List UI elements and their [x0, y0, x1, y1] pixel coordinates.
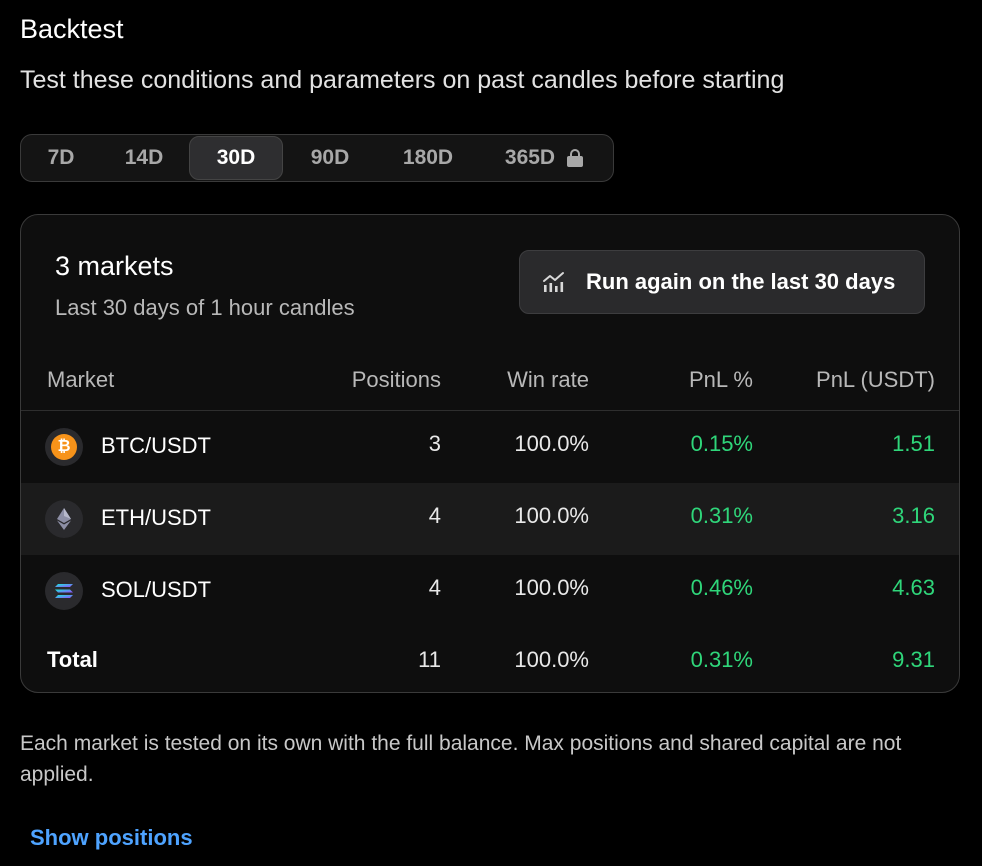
tab-365d[interactable]: 365D: [479, 136, 609, 180]
tab-label: 30D: [216, 146, 256, 169]
column-header-market: Market: [47, 367, 115, 392]
market-name: ETH/USDT: [101, 505, 211, 530]
range-selector: 7D 14D 30D 90D 180D 365D: [20, 134, 614, 182]
pnl-usdt-value: 4.63: [892, 575, 935, 600]
positions-value: 4: [428, 503, 441, 528]
table-row: SOL/USDT 4 100.0% 0.46% 4.63: [21, 555, 959, 627]
candles-description: Last 30 days of 1 hour candles: [55, 295, 355, 320]
pnl-pct-total: 0.31%: [690, 647, 753, 672]
tab-label: 14D: [124, 146, 164, 169]
tab-label: 90D: [310, 146, 350, 169]
run-again-label: Run again on the last 30 days: [586, 269, 896, 294]
tab-90d[interactable]: 90D: [283, 136, 377, 180]
table-row: ₿ BTC/USDT 3 100.0% 0.15% 1.51: [21, 411, 959, 483]
tab-180d[interactable]: 180D: [377, 136, 479, 180]
column-header-pnl-usdt: PnL (USDT): [816, 367, 935, 392]
tab-label: 180D: [402, 146, 454, 169]
pnl-pct-value: 0.15%: [690, 431, 753, 456]
positions-total: 11: [418, 647, 441, 672]
pnl-usdt-value: 1.51: [892, 431, 935, 456]
tab-label: 365D: [504, 146, 556, 169]
column-header-positions: Positions: [351, 367, 441, 392]
tab-7d[interactable]: 7D: [23, 136, 99, 180]
pnl-pct-value: 0.46%: [690, 575, 753, 600]
tab-30d[interactable]: 30D: [189, 136, 283, 180]
footnote: Each market is tested on its own with th…: [20, 732, 902, 786]
win-rate-value: 100.0%: [514, 575, 589, 600]
tab-label: 7D: [47, 146, 75, 169]
table-total-row: Total 11 100.0% 0.31% 9.31: [21, 627, 959, 692]
table-header: Market Positions Win rate PnL % PnL (USD…: [21, 353, 959, 411]
column-header-pnl-pct: PnL %: [688, 367, 753, 392]
win-rate-value: 100.0%: [514, 503, 589, 528]
run-again-button[interactable]: Run again on the last 30 days: [519, 250, 925, 314]
win-rate-total: 100.0%: [514, 647, 589, 672]
positions-value: 3: [428, 431, 441, 456]
total-label: Total: [47, 647, 98, 672]
positions-value: 4: [428, 575, 441, 600]
market-name: SOL/USDT: [101, 577, 212, 602]
win-rate-value: 100.0%: [514, 431, 589, 456]
pnl-pct-value: 0.31%: [690, 503, 753, 528]
market-name: BTC/USDT: [101, 433, 211, 458]
markets-count: 3 markets: [55, 251, 174, 281]
bitcoin-icon: ₿: [45, 428, 83, 466]
ethereum-icon: [45, 500, 83, 538]
page-title: Backtest: [20, 14, 124, 44]
column-header-win-rate: Win rate: [507, 367, 589, 392]
page-subtitle: Test these conditions and parameters on …: [20, 66, 785, 94]
chart-icon: [543, 272, 564, 292]
tab-14d[interactable]: 14D: [99, 136, 189, 180]
backtest-results-card: 3 markets Last 30 days of 1 hour candles…: [20, 214, 960, 693]
lock-icon: [567, 149, 584, 167]
solana-icon: [45, 572, 83, 610]
table-row: ETH/USDT 4 100.0% 0.31% 3.16: [21, 483, 959, 555]
pnl-usdt-value: 3.16: [892, 503, 935, 528]
pnl-usdt-total: 9.31: [892, 647, 935, 672]
show-positions-link[interactable]: Show positions: [30, 825, 193, 850]
